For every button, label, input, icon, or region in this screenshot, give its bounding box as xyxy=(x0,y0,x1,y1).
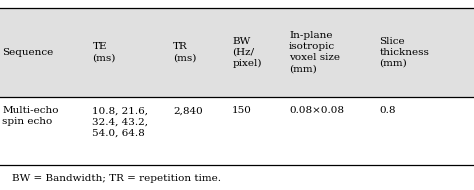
Text: 2,840: 2,840 xyxy=(173,106,203,115)
Text: 0.08×0.08: 0.08×0.08 xyxy=(289,106,344,115)
Text: TR
(ms): TR (ms) xyxy=(173,42,196,62)
Bar xyxy=(0,8,474,97)
Text: Slice
thickness
(mm): Slice thickness (mm) xyxy=(379,37,429,68)
Text: 0.8: 0.8 xyxy=(379,106,396,115)
Text: BW
(Hz/
pixel): BW (Hz/ pixel) xyxy=(232,36,262,68)
Text: In-plane
isotropic
voxel size
(mm): In-plane isotropic voxel size (mm) xyxy=(289,31,340,73)
Text: Sequence: Sequence xyxy=(2,48,54,57)
Text: TE
(ms): TE (ms) xyxy=(92,42,116,62)
Text: 10.8, 21.6,
32.4, 43.2,
54.0, 64.8: 10.8, 21.6, 32.4, 43.2, 54.0, 64.8 xyxy=(92,106,148,138)
Text: Multi-echo
spin echo: Multi-echo spin echo xyxy=(2,106,59,127)
Text: BW = Bandwidth; TR = repetition time.: BW = Bandwidth; TR = repetition time. xyxy=(12,174,221,183)
Text: 150: 150 xyxy=(232,106,252,115)
